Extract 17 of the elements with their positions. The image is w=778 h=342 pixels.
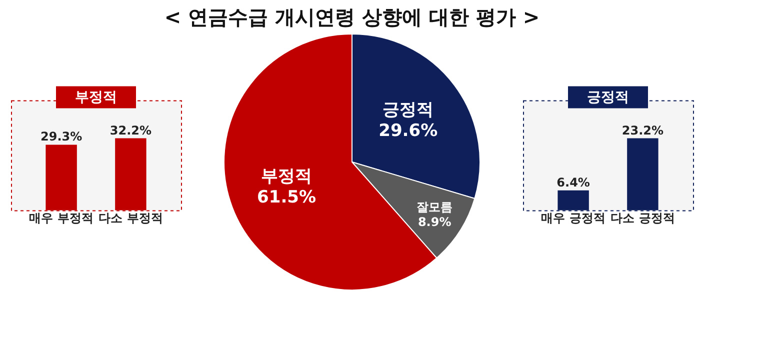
slice-label: 부정적 (261, 166, 312, 187)
x-tick-label: 매우 긍정적 (541, 210, 606, 225)
data-label: 6.4% (556, 175, 590, 190)
x-tick-label: 매우 부정적 (29, 210, 94, 225)
chart-title: 긍정적 (587, 89, 629, 106)
x-tick-label: 다소 긍정적 (610, 210, 675, 225)
data-label: 8.9% (418, 214, 452, 229)
x-tick-label: 다소 부정적 (98, 210, 163, 225)
chart-title: 부정적 (75, 89, 117, 106)
data-label: 23.2% (622, 123, 664, 138)
data-label: 61.5% (257, 188, 316, 208)
slice-label: 긍정적 (382, 100, 434, 120)
chart-title: < 연금수급 개시연령 상향에 대한 평가 > (164, 5, 540, 29)
slice-label: 잘모름 (416, 200, 453, 214)
data-label: 32.2% (110, 123, 152, 138)
data-label: 29.3% (40, 130, 82, 144)
data-label: 29.6% (378, 121, 438, 142)
